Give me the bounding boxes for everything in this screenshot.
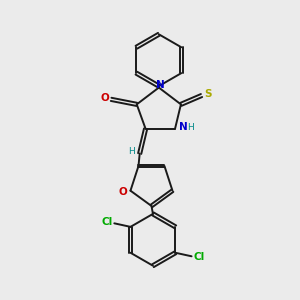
Text: S: S (204, 89, 212, 99)
Text: Cl: Cl (194, 252, 205, 262)
Text: H: H (187, 123, 194, 132)
Text: N: N (179, 122, 188, 132)
Text: N: N (156, 80, 165, 90)
Text: O: O (119, 187, 128, 196)
Text: H: H (128, 147, 135, 156)
Text: Cl: Cl (101, 218, 112, 227)
Text: O: O (100, 93, 109, 103)
